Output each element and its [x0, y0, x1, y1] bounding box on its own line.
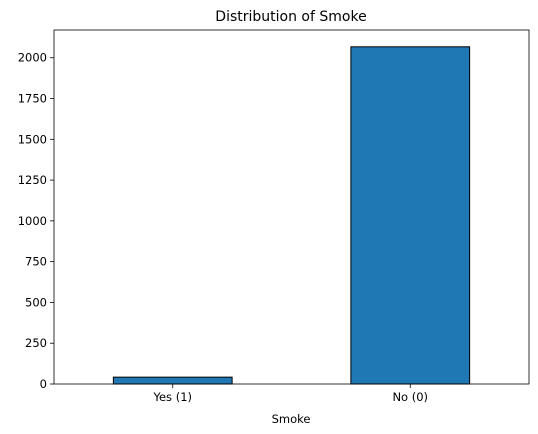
plot-area: Yes (1) No (0) 0 250 500 750 1000 1250 1500 1750 2…	[18, 29, 530, 404]
y-tick-label-0: 0	[40, 377, 47, 391]
y-tick-label-6: 1500	[18, 132, 47, 146]
x-axis-label: Smoke	[272, 412, 311, 426]
x-tick-label-1: No (0)	[392, 390, 428, 404]
bar-1	[350, 46, 471, 385]
y-tick-label-2: 500	[25, 295, 47, 309]
axes-frame	[53, 29, 530, 385]
x-tick-label-0: Yes (1)	[152, 390, 192, 404]
y-tick-label-4: 1000	[18, 214, 47, 228]
y-tick-label-5: 1250	[18, 173, 47, 187]
y-tick-label-8: 2000	[18, 51, 47, 65]
y-tick-label-7: 1750	[18, 92, 47, 106]
chart-title: Distribution of Smoke	[215, 9, 366, 25]
y-tick-label-3: 750	[25, 255, 47, 269]
y-tick-label-1: 250	[25, 336, 47, 350]
bar-0	[112, 376, 233, 385]
